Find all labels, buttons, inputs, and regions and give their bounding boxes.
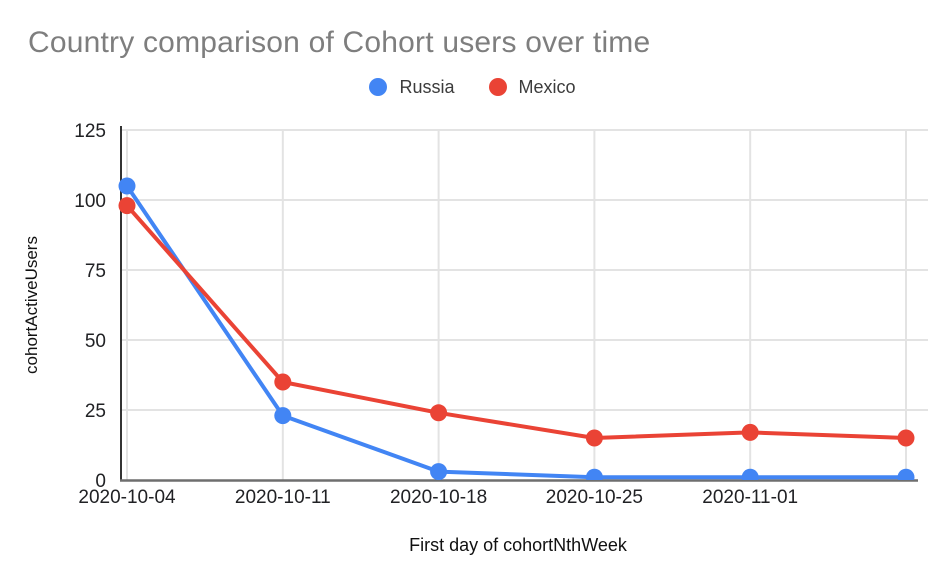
legend-label-russia: Russia — [399, 76, 455, 97]
x-tick-label: 2020-10-04 — [78, 487, 176, 508]
series-group — [118, 177, 915, 480]
legend-marker-mexico-icon — [488, 78, 507, 96]
y-tick-label: 25 — [85, 401, 106, 422]
data-point-mexico — [585, 429, 603, 447]
y-tick-label: 0 — [95, 471, 106, 492]
x-tick-label: 2020-10-11 — [235, 487, 331, 508]
x-axis-title: First day of cohortNthWeek — [409, 535, 628, 555]
legend-item-russia[interactable]: Russia — [369, 76, 455, 98]
x-tick-label: 2020-11-01 — [702, 487, 798, 508]
data-point-mexico — [741, 423, 759, 441]
legend-label-mexico: Mexico — [518, 76, 576, 97]
y-tick-label: 125 — [74, 121, 106, 142]
y-tick-label: 75 — [85, 261, 106, 282]
chart-legend: Russia Mexico — [0, 75, 945, 99]
legend-marker-russia-icon — [369, 78, 388, 96]
x-tick-label: 2020-10-25 — [546, 487, 643, 508]
data-point-russia — [741, 468, 759, 480]
series-line-russia — [125, 184, 908, 480]
y-tick-label: 50 — [85, 331, 106, 352]
legend-item-mexico[interactable]: Mexico — [488, 76, 576, 98]
data-point-mexico — [274, 373, 292, 391]
data-point-mexico — [430, 404, 448, 422]
chart-title: Country comparison of Cohort users over … — [28, 26, 651, 59]
y-tick-label: 100 — [74, 191, 106, 212]
y-axis-title: cohortActiveUsers — [22, 236, 41, 374]
data-point-russia — [585, 468, 603, 480]
data-point-mexico — [897, 429, 915, 447]
data-point-russia — [897, 468, 915, 480]
series-line-mexico — [125, 203, 908, 440]
data-point-russia — [118, 177, 136, 195]
x-tick-label: 2020-10-18 — [390, 487, 487, 508]
data-point-mexico — [118, 197, 136, 215]
data-point-russia — [274, 407, 292, 425]
data-point-russia — [430, 463, 448, 480]
